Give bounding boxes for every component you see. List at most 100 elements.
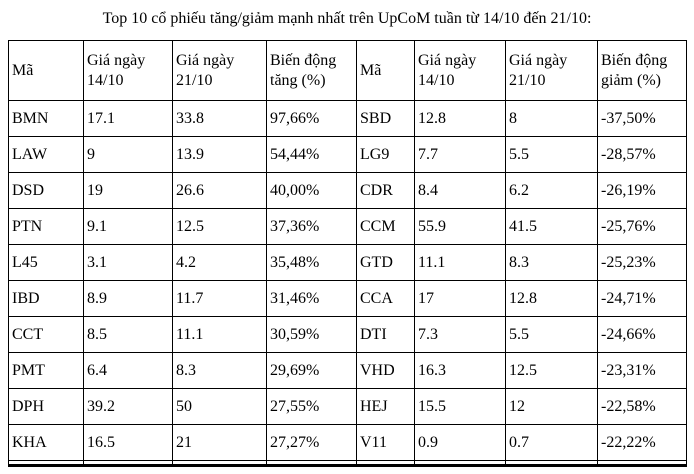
cell-price-end: 12.5 bbox=[505, 352, 598, 389]
cell-ticker-gainer: PMT bbox=[8, 352, 84, 389]
table-row: CCT 8.5 11.1 30,59% DTI 7.3 5.5 -24,66% bbox=[8, 316, 687, 353]
table-row: PMT 6.4 8.3 29,69% VHD 16.3 12.5 -23,31% bbox=[8, 352, 687, 389]
cell-price-start: 17.1 bbox=[83, 100, 173, 137]
empty-cell bbox=[83, 460, 173, 467]
cell-change-up: 35,48% bbox=[266, 244, 357, 281]
cell-ticker-loser: CCM bbox=[356, 208, 415, 245]
cell-price-start: 17 bbox=[414, 280, 506, 317]
cell-ticker-gainer: KHA bbox=[8, 424, 84, 461]
cell-change-up: 27,27% bbox=[266, 424, 357, 461]
cell-price-start: 16.5 bbox=[83, 424, 173, 461]
cell-change-down: -37,50% bbox=[597, 100, 687, 137]
cell-price-start: 9 bbox=[83, 136, 173, 173]
cell-ticker-loser: VHD bbox=[356, 352, 415, 389]
header-price-2110-gainers: Giá ngày 21/10 bbox=[172, 40, 267, 101]
cell-price-start: 15.5 bbox=[414, 388, 506, 425]
partial-row bbox=[8, 460, 687, 467]
cell-price-start: 9.1 bbox=[83, 208, 173, 245]
cell-price-end: 5.5 bbox=[505, 136, 598, 173]
cell-change-down: -25,23% bbox=[597, 244, 687, 281]
cell-ticker-loser: CCA bbox=[356, 280, 415, 317]
header-price-1410-losers: Giá ngày 14/10 bbox=[414, 40, 506, 101]
table-row: DSD 19 26.6 40,00% CDR 8.4 6.2 -26,19% bbox=[8, 172, 687, 209]
cell-price-end: 26.6 bbox=[172, 172, 267, 209]
header-price-1410-gainers: Giá ngày 14/10 bbox=[83, 40, 173, 101]
cell-price-end: 8 bbox=[505, 100, 598, 137]
cell-price-end: 33.8 bbox=[172, 100, 267, 137]
cell-ticker-gainer: DSD bbox=[8, 172, 84, 209]
empty-cell bbox=[172, 460, 267, 467]
cell-price-start: 7.3 bbox=[414, 316, 506, 353]
cell-price-end: 6.2 bbox=[505, 172, 598, 209]
cell-change-up: 40,00% bbox=[266, 172, 357, 209]
cell-price-start: 8.4 bbox=[414, 172, 506, 209]
cell-ticker-loser: LG9 bbox=[356, 136, 415, 173]
table-row: L45 3.1 4.2 35,48% GTD 11.1 8.3 -25,23% bbox=[8, 244, 687, 281]
table-row: LAW 9 13.9 54,44% LG9 7.7 5.5 -28,57% bbox=[8, 136, 687, 173]
cell-ticker-loser: GTD bbox=[356, 244, 415, 281]
table-title: Top 10 cổ phiếu tăng/giảm mạnh nhất trên… bbox=[102, 10, 592, 27]
cell-price-end: 8.3 bbox=[172, 352, 267, 389]
cell-change-up: 29,69% bbox=[266, 352, 357, 389]
cell-change-down: -24,71% bbox=[597, 280, 687, 317]
empty-cell bbox=[356, 460, 415, 467]
cell-change-down: -26,19% bbox=[597, 172, 687, 209]
cell-change-down: -22,22% bbox=[597, 424, 687, 461]
cell-ticker-gainer: CCT bbox=[8, 316, 84, 353]
cell-price-start: 55.9 bbox=[414, 208, 506, 245]
cell-ticker-gainer: L45 bbox=[8, 244, 84, 281]
table-row: KHA 16.5 21 27,27% V11 0.9 0.7 -22,22% bbox=[8, 424, 687, 461]
cell-price-end: 5.5 bbox=[505, 316, 598, 353]
cell-change-up: 37,36% bbox=[266, 208, 357, 245]
cell-price-start: 11.1 bbox=[414, 244, 506, 281]
cell-ticker-loser: SBD bbox=[356, 100, 415, 137]
cell-price-start: 12.8 bbox=[414, 100, 506, 137]
cell-ticker-loser: V11 bbox=[356, 424, 415, 461]
empty-cell bbox=[414, 460, 506, 467]
cell-ticker-loser: CDR bbox=[356, 172, 415, 209]
table-row: IBD 8.9 11.7 31,46% CCA 17 12.8 -24,71% bbox=[8, 280, 687, 317]
cell-change-down: -25,76% bbox=[597, 208, 687, 245]
empty-cell bbox=[597, 460, 687, 467]
empty-cell bbox=[505, 460, 598, 467]
cell-price-start: 0.9 bbox=[414, 424, 506, 461]
cell-price-end: 11.1 bbox=[172, 316, 267, 353]
empty-cell bbox=[266, 460, 357, 467]
empty-cell bbox=[8, 460, 84, 467]
cell-price-start: 3.1 bbox=[83, 244, 173, 281]
cell-change-up: 27,55% bbox=[266, 388, 357, 425]
cell-price-start: 8.5 bbox=[83, 316, 173, 353]
cell-price-start: 7.7 bbox=[414, 136, 506, 173]
cell-ticker-gainer: BMN bbox=[8, 100, 84, 137]
cell-price-end: 12 bbox=[505, 388, 598, 425]
cell-ticker-loser: HEJ bbox=[356, 388, 415, 425]
header-code-gainers: Mã bbox=[8, 40, 84, 101]
cell-price-start: 6.4 bbox=[83, 352, 173, 389]
header-change-losers: Biến động giảm (%) bbox=[597, 40, 687, 101]
table-row: PTN 9.1 12.5 37,36% CCM 55.9 41.5 -25,76… bbox=[8, 208, 687, 245]
cell-change-down: -23,31% bbox=[597, 352, 687, 389]
cell-price-start: 8.9 bbox=[83, 280, 173, 317]
cell-price-end: 8.3 bbox=[505, 244, 598, 281]
cell-change-up: 30,59% bbox=[266, 316, 357, 353]
cell-price-end: 12.8 bbox=[505, 280, 598, 317]
header-row: Mã Giá ngày 14/10 Giá ngày 21/10 Biến độ… bbox=[8, 40, 687, 101]
cell-price-start: 39.2 bbox=[83, 388, 173, 425]
table-row: DPH 39.2 50 27,55% HEJ 15.5 12 -22,58% bbox=[8, 388, 687, 425]
table-row: BMN 17.1 33.8 97,66% SBD 12.8 8 -37,50% bbox=[8, 100, 687, 137]
cell-ticker-loser: DTI bbox=[356, 316, 415, 353]
cell-price-end: 0.7 bbox=[505, 424, 598, 461]
cell-price-end: 11.7 bbox=[172, 280, 267, 317]
cell-price-end: 12.5 bbox=[172, 208, 267, 245]
header-change-gainers: Biến động tăng (%) bbox=[266, 40, 357, 101]
cell-ticker-gainer: DPH bbox=[8, 388, 84, 425]
cell-change-down: -28,57% bbox=[597, 136, 687, 173]
cell-ticker-gainer: IBD bbox=[8, 280, 84, 317]
cell-price-end: 13.9 bbox=[172, 136, 267, 173]
cell-price-end: 41.5 bbox=[505, 208, 598, 245]
cell-ticker-gainer: LAW bbox=[8, 136, 84, 173]
stock-table: Mã Giá ngày 14/10 Giá ngày 21/10 Biến độ… bbox=[8, 40, 687, 467]
header-code-losers: Mã bbox=[356, 40, 415, 101]
cell-change-up: 97,66% bbox=[266, 100, 357, 137]
